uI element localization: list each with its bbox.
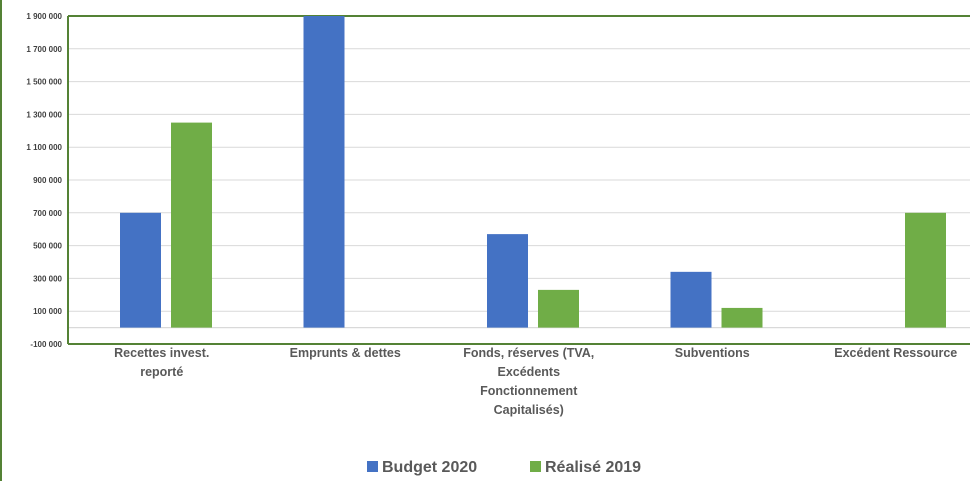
x-category-label-line: Excédents [497, 365, 560, 379]
bar-budget-2020 [670, 271, 712, 328]
y-tick-label: 1 900 000 [26, 12, 62, 21]
y-tick-label: 1 300 000 [26, 110, 62, 119]
x-category-label-line: Fonctionnement [480, 384, 578, 398]
bars [120, 16, 946, 328]
bar-r-alis-2019 [171, 122, 212, 328]
bar-budget-2020 [120, 212, 161, 328]
x-category-label: Fonds, réserves (TVA, Excédents Fonctionne… [463, 346, 594, 417]
y-tick-label: 500 000 [33, 242, 62, 251]
x-category-label-line: Excédent Ressource [834, 346, 957, 360]
bar-r-alis-2019 [905, 212, 946, 328]
x-axis-labels: Recettes invest. reporté Emprunts & dettes… [114, 346, 957, 417]
x-category-label-line: Subventions [675, 346, 750, 360]
legend-label: Budget 2020 [382, 459, 477, 476]
legend: Budget 2020 Réalisé 2019 [367, 459, 641, 476]
x-category-label-line: Emprunts & dettes [290, 346, 401, 360]
y-tick-label: 1 500 000 [26, 78, 62, 87]
legend-swatch [530, 461, 541, 472]
bar-r-alis-2019 [721, 307, 763, 328]
bar-budget-2020 [487, 234, 528, 328]
legend-label: Réalisé 2019 [545, 459, 641, 476]
gridlines [67, 15, 970, 345]
y-axis-labels: 1 900 000 1 700 000 1 500 000 1 300 000 1 10… [26, 12, 62, 349]
y-tick-label: 900 000 [33, 176, 62, 185]
y-tick-label: 100 000 [33, 307, 62, 316]
x-category-label: Excédent Ressource [834, 346, 957, 360]
y-tick-label: 700 000 [33, 209, 62, 218]
y-tick-label: 1 100 000 [26, 143, 62, 152]
bar-r-alis-2019 [538, 289, 579, 328]
x-category-label-line: Fonds, réserves (TVA, [463, 346, 594, 360]
y-tick-label: 300 000 [33, 274, 62, 283]
y-tick-label: 1 700 000 [26, 45, 62, 54]
x-category-label-line: Capitalisés) [494, 403, 564, 417]
bar-budget-2020 [303, 16, 345, 328]
legend-swatch [367, 461, 378, 472]
x-category-label-line: Recettes invest. [114, 346, 209, 360]
y-tick-label: -100 000 [30, 340, 62, 349]
x-category-label: Subventions [675, 346, 750, 360]
x-category-label: Emprunts & dettes [290, 346, 401, 360]
x-category-label: Recettes invest. reporté [114, 346, 209, 379]
x-category-label-line: reporté [140, 365, 183, 379]
